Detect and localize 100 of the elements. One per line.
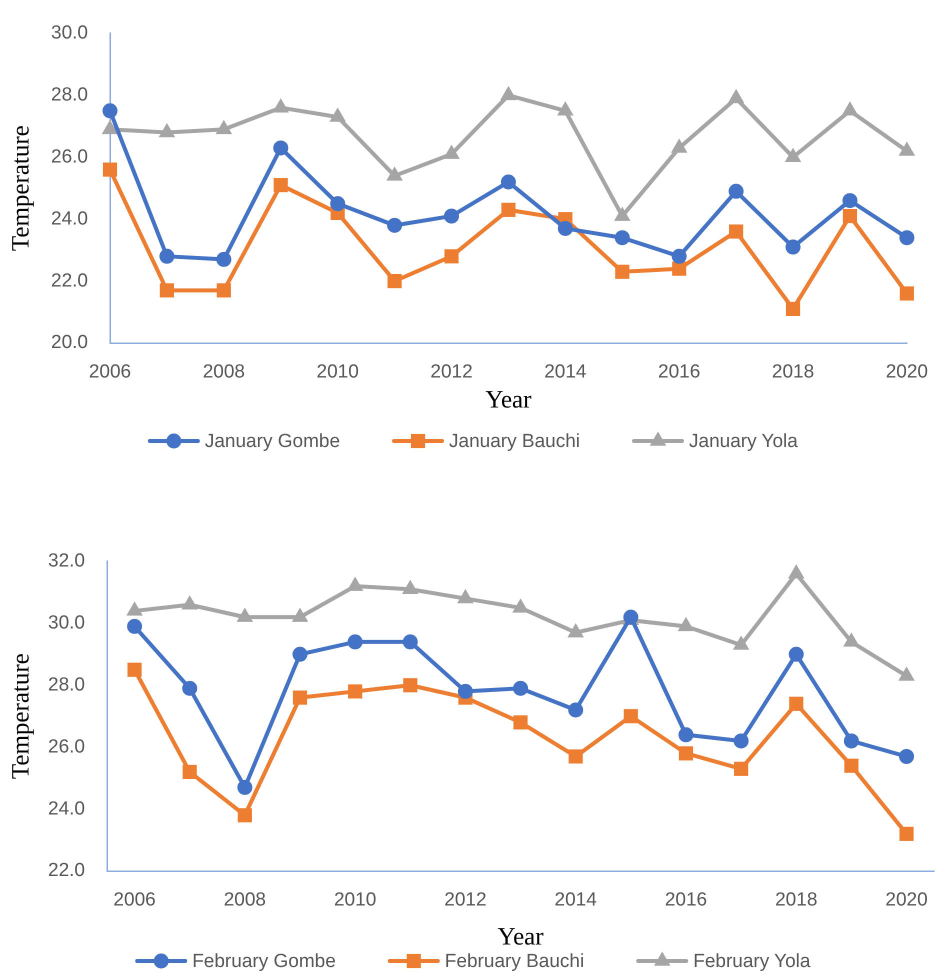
point — [568, 749, 583, 764]
point — [443, 144, 460, 159]
point — [458, 684, 473, 699]
x-tick-label: 2008 — [224, 890, 266, 911]
point — [899, 826, 914, 841]
point — [899, 230, 914, 246]
point — [788, 564, 804, 579]
y-tick-label: 30.0 — [48, 612, 85, 634]
point — [238, 808, 252, 822]
point — [102, 120, 118, 134]
x-tick-label: 2008 — [202, 362, 245, 383]
point — [274, 178, 288, 192]
x-tick-label: 2016 — [664, 890, 708, 911]
point — [729, 224, 744, 239]
point — [513, 715, 528, 730]
y-tick-label: 24.0 — [48, 798, 85, 820]
x-tick-label: 2020 — [885, 890, 928, 911]
point — [734, 762, 748, 776]
point — [273, 140, 288, 156]
point — [237, 780, 252, 795]
legend-label: January Bauchi — [449, 431, 580, 452]
point — [670, 138, 688, 153]
point — [159, 248, 174, 264]
point — [784, 148, 802, 162]
point — [500, 86, 517, 100]
point — [236, 608, 254, 622]
point — [900, 286, 914, 301]
x-tick-label: 2020 — [886, 362, 928, 383]
point — [216, 252, 232, 267]
point — [182, 680, 198, 696]
point — [728, 184, 744, 199]
point — [444, 208, 460, 224]
x-axis-title: Year — [498, 924, 544, 951]
point — [329, 107, 346, 122]
point — [899, 748, 914, 764]
point — [444, 249, 459, 264]
point — [672, 248, 687, 264]
point — [388, 274, 402, 288]
point — [292, 646, 308, 662]
point — [788, 646, 804, 662]
legend-label: February Gombe — [192, 951, 336, 972]
y-tick-label: 26.0 — [51, 146, 88, 168]
point — [786, 302, 800, 316]
y-tick-label: 28.0 — [51, 84, 88, 106]
y-tick-label: 30.0 — [51, 22, 88, 44]
x-tick-label: 2018 — [775, 890, 818, 911]
point — [843, 632, 860, 647]
point — [348, 684, 362, 699]
x-tick-label: 2010 — [316, 362, 359, 383]
x-tick-label: 2018 — [772, 362, 814, 383]
y-axis-title: Temperature — [8, 125, 35, 252]
point — [102, 162, 118, 177]
y-axis-title: Temperature — [8, 653, 35, 780]
legend-label: January Gombe — [204, 431, 340, 452]
point — [624, 709, 638, 724]
point — [672, 262, 686, 276]
point — [457, 589, 474, 604]
point — [734, 733, 749, 748]
legend-label: January Yola — [688, 431, 798, 452]
point — [615, 264, 630, 279]
point — [272, 98, 289, 112]
y-tick-label: 26.0 — [48, 736, 85, 758]
point — [678, 746, 694, 760]
point — [614, 230, 630, 246]
x-tick-label: 2014 — [554, 890, 598, 911]
y-tick-label: 24.0 — [51, 208, 88, 230]
x-tick-label: 2012 — [430, 362, 473, 383]
point — [844, 733, 859, 748]
point — [346, 576, 364, 591]
point — [789, 696, 804, 711]
point — [158, 122, 176, 138]
point — [402, 580, 418, 594]
x-axis-title: Year — [485, 386, 532, 414]
point — [501, 202, 516, 217]
point — [557, 101, 574, 116]
point — [292, 690, 308, 705]
point — [898, 142, 916, 156]
point — [216, 283, 231, 298]
point — [348, 634, 363, 650]
x-tick-label: 2014 — [544, 362, 587, 383]
y-tick-label: 32.0 — [48, 550, 85, 572]
point — [182, 764, 197, 779]
x-tick-label: 2016 — [658, 362, 700, 383]
point — [126, 601, 143, 616]
point — [567, 623, 584, 638]
point — [292, 608, 308, 622]
point — [558, 220, 573, 236]
point — [842, 193, 858, 208]
legend-label: February Yola — [693, 951, 811, 972]
y-tick-label: 22.0 — [51, 270, 88, 292]
x-tick-label: 2010 — [334, 890, 376, 911]
point — [513, 680, 528, 696]
point — [387, 218, 402, 233]
point — [568, 702, 584, 718]
point — [678, 727, 694, 742]
point — [842, 101, 858, 116]
point — [500, 174, 516, 190]
point — [786, 240, 801, 255]
point — [403, 678, 418, 692]
x-tick-label: 2012 — [444, 890, 487, 911]
